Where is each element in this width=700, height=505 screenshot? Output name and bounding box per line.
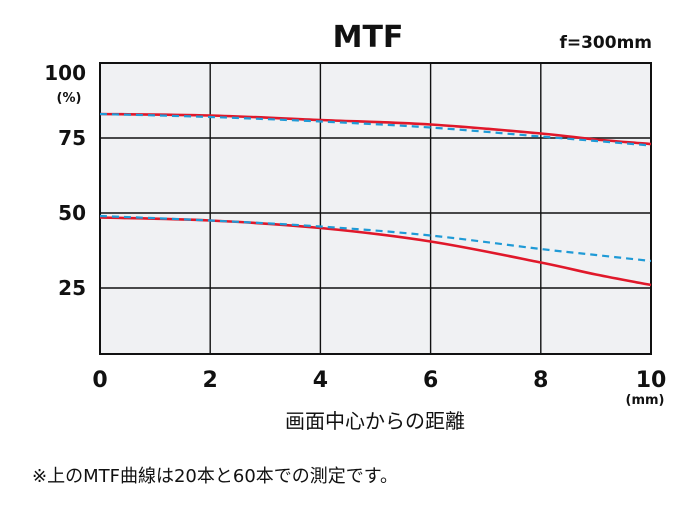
x-tick-label: 0 [92, 368, 107, 393]
chart-title: MTF [333, 20, 404, 55]
x-tick-label: 6 [423, 368, 438, 393]
y-tick-label: 50 [58, 201, 86, 225]
plot-frame [99, 62, 652, 355]
x-tick-label: 8 [533, 368, 548, 393]
gridlines [100, 63, 651, 354]
x-axis-ticks: 0 2 4 6 8 10 [92, 368, 666, 393]
series-line-2 [99, 112, 652, 147]
footnote: ※上のMTF曲線は20本と60本での測定です。 [32, 466, 398, 487]
y-tick-label: 75 [58, 126, 86, 150]
y-axis-ticks: 100 75 50 25 [44, 61, 86, 300]
focal-length-label: f=300mm [559, 33, 652, 53]
x-unit-label: (mm) [626, 393, 665, 408]
plot-area [100, 63, 651, 354]
y-tick-label: 25 [58, 276, 86, 300]
x-tick-label: 10 [636, 368, 667, 393]
y-unit-label: (%) [57, 91, 82, 106]
x-axis-label: 画面中心からの距離 [285, 409, 465, 433]
series-layer [99, 112, 652, 287]
y-tick-label: 100 [44, 61, 86, 85]
x-tick-label: 2 [203, 368, 218, 393]
series-line-4 [99, 214, 652, 263]
series-line-1 [99, 112, 652, 146]
x-tick-label: 4 [313, 368, 328, 393]
